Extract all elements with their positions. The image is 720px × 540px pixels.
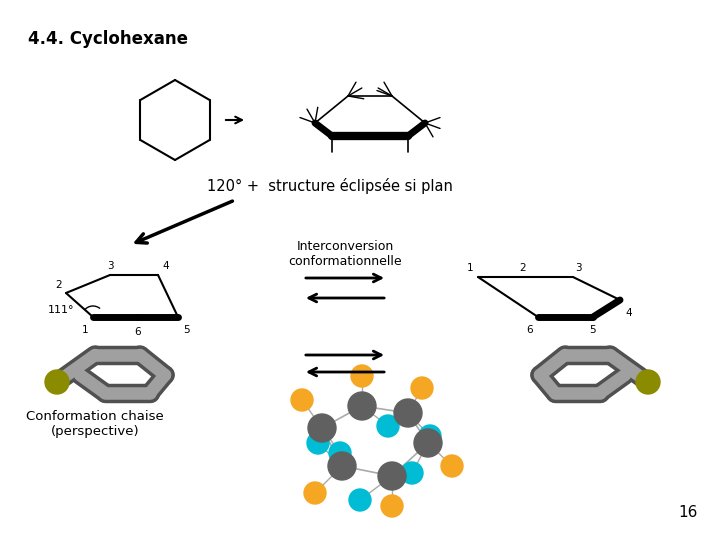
Circle shape <box>307 432 329 454</box>
Circle shape <box>381 495 403 517</box>
Circle shape <box>636 370 660 394</box>
Text: 4: 4 <box>625 308 631 318</box>
Text: Interconversion
conformationnelle: Interconversion conformationnelle <box>288 240 402 268</box>
Text: 120° +  structure éclipsée si plan: 120° + structure éclipsée si plan <box>207 178 453 194</box>
Circle shape <box>45 370 69 394</box>
Text: 1: 1 <box>81 325 88 335</box>
Circle shape <box>329 442 351 464</box>
Text: 5: 5 <box>590 325 596 335</box>
Circle shape <box>351 365 373 387</box>
Text: 1: 1 <box>467 263 473 273</box>
Circle shape <box>414 429 442 457</box>
Circle shape <box>441 455 463 477</box>
Circle shape <box>348 392 376 420</box>
Text: Conformation chaise
(perspective): Conformation chaise (perspective) <box>26 410 164 438</box>
Circle shape <box>304 482 326 504</box>
Circle shape <box>411 377 433 399</box>
Text: 2: 2 <box>520 263 526 273</box>
Circle shape <box>377 415 399 437</box>
Circle shape <box>291 389 313 411</box>
Text: 5: 5 <box>183 325 189 335</box>
Text: 6: 6 <box>526 325 533 335</box>
Circle shape <box>419 425 441 447</box>
Circle shape <box>349 489 371 511</box>
Text: 3: 3 <box>107 261 113 271</box>
Text: 4.4. Cyclohexane: 4.4. Cyclohexane <box>28 30 188 48</box>
Text: 2: 2 <box>55 280 62 290</box>
Circle shape <box>401 462 423 484</box>
Text: 16: 16 <box>679 505 698 520</box>
Text: 3: 3 <box>575 263 582 273</box>
Circle shape <box>308 414 336 442</box>
Text: 4: 4 <box>162 261 168 271</box>
Text: 111°: 111° <box>48 305 74 315</box>
Circle shape <box>378 462 406 490</box>
Circle shape <box>394 399 422 427</box>
Circle shape <box>328 452 356 480</box>
Text: 6: 6 <box>135 327 141 337</box>
